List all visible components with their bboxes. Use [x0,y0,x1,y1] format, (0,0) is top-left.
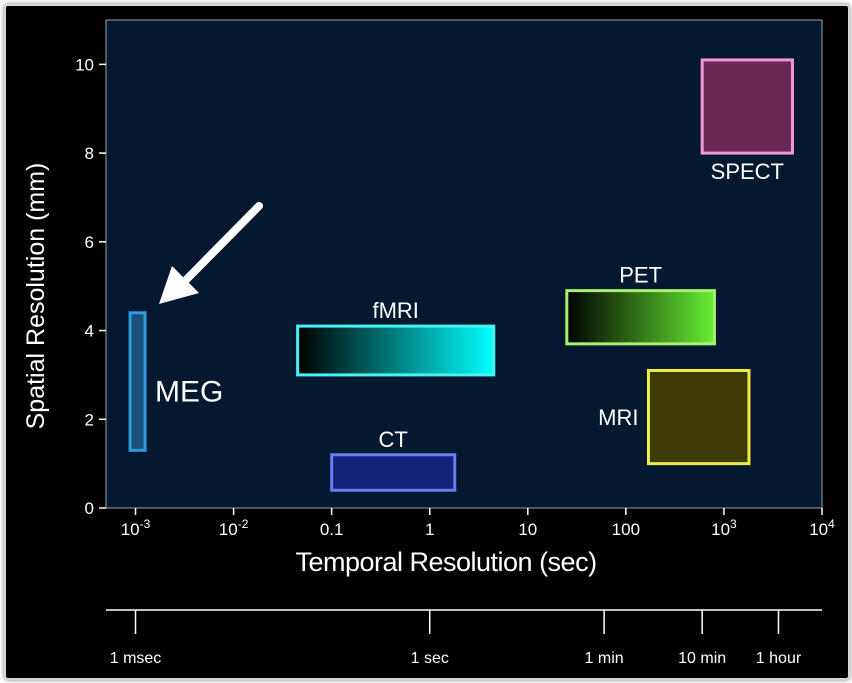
box-mri [646,368,751,466]
y-tick-label: 2 [85,410,94,429]
box-spect [700,58,794,155]
x-tick-label: 10-3 [121,517,151,539]
y-axis: 0 2 4 6 8 10 [75,55,106,518]
label-spect: SPECT [711,159,784,184]
label-fmri: fMRI [372,298,418,323]
box-meg [128,311,147,452]
modality-labels: MEG fMRI CT PET MRI SPECT [155,159,784,452]
x-tick-label: 10-2 [219,517,249,539]
chart-frame: MEG fMRI CT PET MRI SPECT 10-3 10-2 0.1 1 10 100 10… [4,4,850,680]
x-axis: 10-3 10-2 0.1 1 10 100 103 104 [121,508,835,539]
y-tick-label: 6 [85,233,94,252]
label-ct: CT [379,427,408,452]
box-fmri [296,324,496,377]
x-tick-label: 103 [711,517,737,539]
time-scale-label-10-min: 10 min [678,650,726,667]
y-tick-label: 0 [85,499,94,518]
x-tick-label: 104 [809,517,835,539]
x-tick-label: 0.1 [320,520,344,539]
time-scale-label-1-sec: 1 sec [411,650,449,667]
x-axis-label: Temporal Resolution (sec) [295,547,596,577]
y-axis-label: Spatial Resolution (mm) [22,163,50,430]
x-tick-label: 1 [425,520,434,539]
y-tick-label: 4 [85,322,94,341]
y-tick-label: 10 [75,55,94,74]
time-scale-label-1-msec: 1 msec [110,650,162,667]
y-tick-label: 8 [85,144,94,163]
x-tick-label: 10 [518,520,537,539]
meg-pointer-arrow [159,202,263,304]
modality-boxes [128,58,794,492]
x-tick-label: 100 [612,520,640,539]
label-pet: PET [619,263,662,288]
label-mri: MRI [598,405,638,430]
time-scale: 1 msec 1 sec 1 min 10 min 1 hour [106,609,822,667]
time-scale-label-1-hour: 1 hour [756,650,802,667]
box-pet [565,289,716,346]
label-meg: MEG [155,376,223,409]
box-ct [330,453,457,492]
time-scale-label-1-min: 1 min [585,650,624,667]
